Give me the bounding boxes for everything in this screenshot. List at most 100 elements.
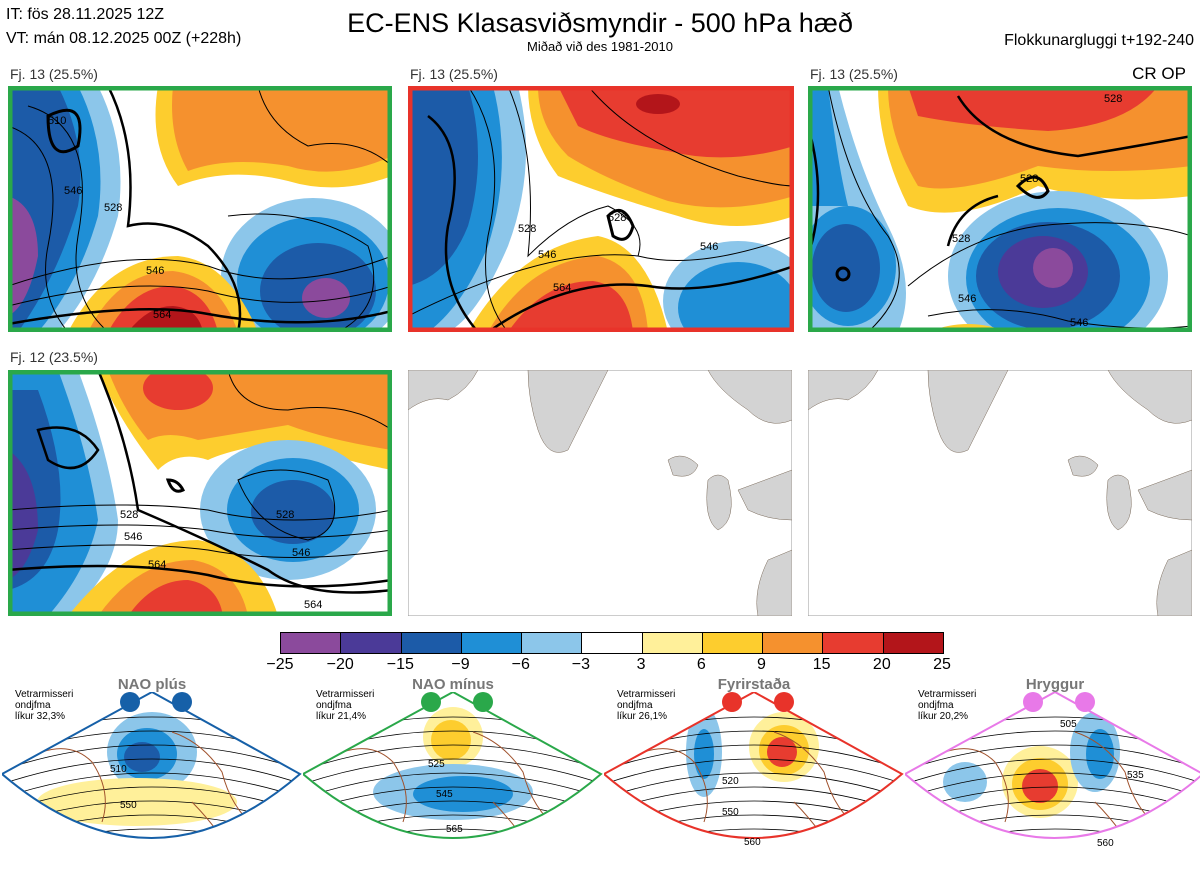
regime-marker-dot: [774, 692, 794, 712]
contour-label: 510: [48, 115, 66, 127]
colorbar-swatch: [400, 633, 461, 653]
regime-note-line: líkur 20,2%: [918, 711, 969, 722]
valid-time: VT: mán 08.12.2025 00Z (+228h): [6, 30, 242, 47]
regime-marker-dot: [120, 692, 140, 712]
regime-note-line: ondjfma: [617, 700, 653, 711]
colorbar-tick-label: 25: [933, 656, 951, 673]
regime-note: Vetrarmisseri ondjfma líkur 21,4%: [316, 689, 374, 722]
contour-label: 546: [146, 265, 164, 277]
regime-contour-label: 560: [744, 837, 761, 848]
colorbar-swatch: [641, 633, 702, 653]
contour-label: 528: [104, 202, 122, 214]
page-title: EC-ENS Klasasviðsmyndir - 500 hPa hæð: [347, 8, 853, 38]
contour-label: 564: [153, 309, 171, 321]
colorbar-tick-label: −3: [571, 656, 591, 673]
contour-label: 564: [148, 559, 166, 571]
contour-label: 528: [608, 212, 626, 224]
regime-contour-label: 535: [1127, 770, 1144, 781]
contour-label: 528: [276, 509, 294, 521]
regime-note-line: ondjfma: [316, 700, 352, 711]
colorbar-tick-label: −20: [326, 656, 354, 673]
cluster-map-3[interactable]: 528 528 528 546 546: [808, 86, 1192, 332]
regime-contour-label: 510: [110, 764, 127, 775]
colorbar-tick-label: 3: [636, 656, 646, 673]
empty-map-2: [808, 370, 1192, 616]
colorbar-swatch: [281, 633, 341, 653]
regime-contour-label: 550: [722, 807, 739, 818]
contour-label: 564: [304, 599, 322, 611]
regime-marker-dot: [1023, 692, 1043, 712]
regime-note: Vetrarmisseri ondjfma líkur 32,3%: [15, 689, 73, 722]
colorbar-tick-label: 6: [696, 656, 706, 673]
regime-note-line: ondjfma: [918, 700, 954, 711]
regime-contour-label: 545: [436, 789, 453, 800]
colorbar-tick-label: −25: [266, 656, 294, 673]
colorbar-swatch: [581, 633, 642, 653]
regime-note-line: Vetrarmisseri: [316, 689, 375, 700]
regime-title: NAO plús: [117, 676, 187, 693]
colorbar-swatch: [340, 633, 401, 653]
page-subtitle: Miðað við des 1981-2010: [527, 39, 673, 54]
cr-op-label: CR OP: [1132, 64, 1186, 83]
contour-label: 564: [553, 282, 571, 294]
contour-label: 546: [292, 547, 310, 559]
regime-note-line: líkur 21,4%: [316, 711, 367, 722]
colorbar-swatch: [701, 633, 763, 653]
empty-map-1: [408, 370, 792, 616]
contour-label: 546: [700, 241, 718, 253]
colorbar-tick-label: −15: [386, 656, 414, 673]
colorbar-tick-label: 15: [812, 656, 831, 673]
regime-note: Vetrarmisseri ondjfma líkur 26,1%: [617, 689, 675, 722]
contour-label: 546: [124, 531, 142, 543]
colorbar-tick-label: 9: [757, 656, 766, 673]
regime-contour-label: 520: [722, 776, 739, 787]
contour-label: 528: [518, 223, 536, 235]
regime-title: Fyrirstaða: [717, 676, 791, 693]
regime-panel[interactable]: 510 550: [0, 690, 302, 870]
contour-label: 528: [1104, 93, 1122, 105]
regime-marker-dot: [172, 692, 192, 712]
regime-note-line: ondjfma: [15, 700, 51, 711]
regime-contour-label: 505: [1060, 719, 1077, 730]
regime-marker-dot: [1075, 692, 1095, 712]
cluster-map-1[interactable]: 510 546 528 546 564: [8, 86, 392, 332]
panel-1-label: Fj. 13 (25.5%): [10, 66, 98, 82]
regime-note-line: Vetrarmisseri: [617, 689, 676, 700]
contour-label: 546: [64, 185, 82, 197]
colorbar: [280, 632, 944, 654]
regime-contour-label: 560: [1097, 838, 1114, 849]
regime-note-line: Vetrarmisseri: [15, 689, 74, 700]
contour-label: 528: [952, 233, 970, 245]
colorbar-tick-label: −9: [451, 656, 470, 673]
regime-contour-label: 550: [120, 800, 137, 811]
colorbar-swatch: [882, 633, 943, 653]
regime-note-line: líkur 32,3%: [15, 711, 66, 722]
regime-title: NAO mínus: [412, 676, 494, 693]
cluster-map-4[interactable]: 528 546 564 528 546 564: [8, 370, 392, 616]
colorbar-tick-label: 20: [872, 656, 891, 673]
classification-window: Flokkunargluggi t+192-240: [1004, 32, 1194, 49]
regime-panel[interactable]: 520 550 560: [602, 690, 904, 870]
panel-4-label: Fj. 12 (23.5%): [10, 349, 98, 365]
contour-label: 546: [958, 293, 976, 305]
regime-note-line: Vetrarmisseri: [918, 689, 977, 700]
contour-label: 546: [538, 249, 556, 261]
regime-panel[interactable]: 525 545 565: [301, 690, 603, 870]
regime-panel[interactable]: 505 535 560: [903, 690, 1200, 870]
colorbar-swatch: [521, 633, 582, 653]
contour-label: 546: [1070, 317, 1088, 329]
colorbar-swatch: [762, 633, 823, 653]
regime-note-line: líkur 26,1%: [617, 711, 668, 722]
contour-label: 528: [120, 509, 138, 521]
init-time: IT: fös 28.11.2025 12Z: [6, 6, 165, 23]
regime-note: Vetrarmisseri ondjfma líkur 20,2%: [918, 689, 976, 722]
regime-marker-dot: [473, 692, 493, 712]
cluster-map-2[interactable]: 528 528 546 546 564: [408, 86, 794, 332]
colorbar-swatch: [460, 633, 522, 653]
panel-3-label: Fj. 13 (25.5%): [810, 66, 898, 82]
regime-marker-dot: [722, 692, 742, 712]
contour-label: 528: [1020, 173, 1038, 185]
regime-marker-dot: [421, 692, 441, 712]
regime-contour-label: 525: [428, 759, 445, 770]
colorbar-tick-label: −6: [511, 656, 530, 673]
